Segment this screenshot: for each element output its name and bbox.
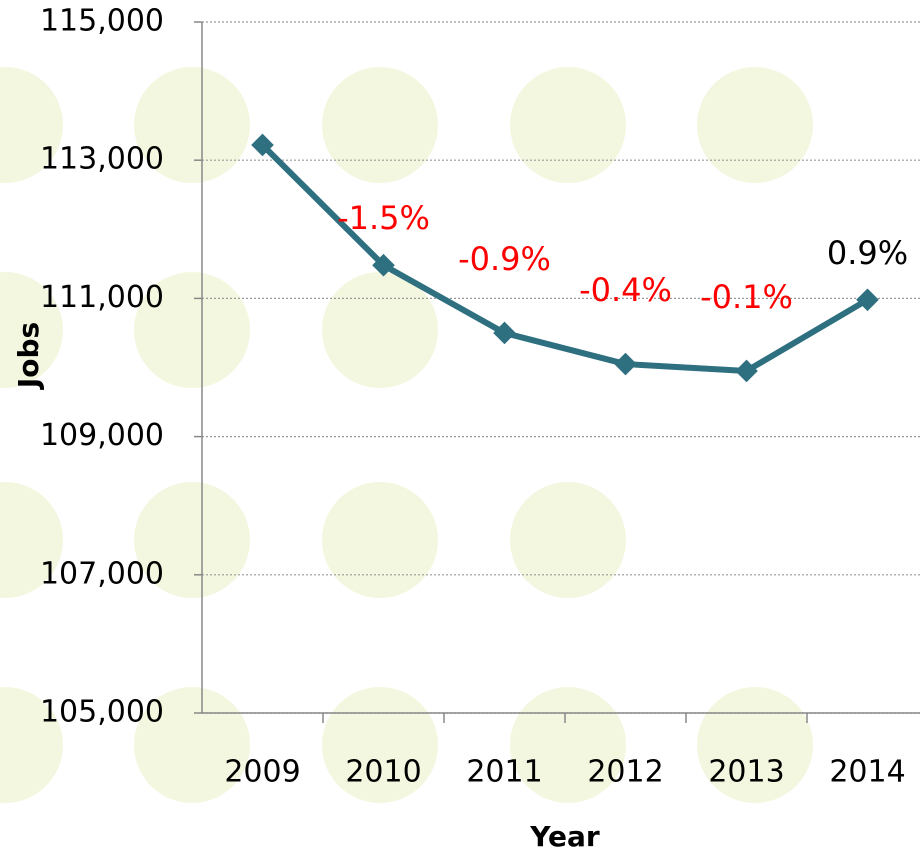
x-tick-label: 2012 (587, 755, 663, 790)
marker (856, 288, 879, 312)
marker (372, 253, 395, 277)
annotation: -0.4% (579, 271, 672, 309)
annotation: -1.5% (337, 199, 430, 237)
y-axis-title: Jobs (12, 322, 45, 390)
annotation: -0.1% (700, 278, 793, 316)
y-tick-label: 107,000 (40, 556, 164, 591)
y-tick-label: 111,000 (40, 280, 164, 315)
x-tick-label: 2009 (224, 755, 300, 790)
annotation: 0.9% (827, 234, 908, 272)
x-tick-label: 2010 (345, 755, 421, 790)
y-tick-label: 109,000 (40, 418, 164, 453)
marker (735, 359, 758, 383)
x-tick-label: 2013 (708, 755, 784, 790)
y-tick-label: 113,000 (40, 142, 164, 177)
x-tick-label: 2014 (829, 755, 905, 790)
y-tick-label: 115,000 (40, 4, 164, 39)
background-pattern (0, 67, 813, 803)
x-axis-title: Year (529, 820, 600, 853)
marker (493, 321, 516, 345)
marker (614, 352, 637, 376)
line (260, 142, 870, 374)
x-tick-label: 2011 (466, 755, 542, 790)
y-tick-label: 105,000 (40, 695, 164, 730)
annotation: -0.9% (458, 240, 551, 278)
